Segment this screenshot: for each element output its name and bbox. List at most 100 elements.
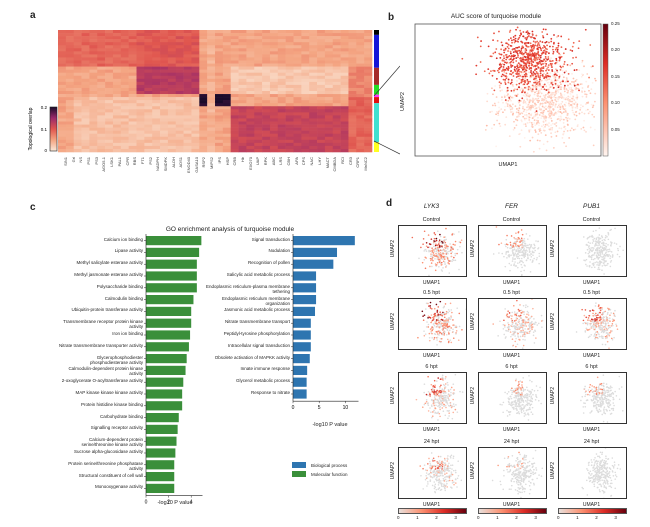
auc-point bbox=[499, 89, 502, 92]
auc-point bbox=[552, 108, 555, 110]
auc-point bbox=[521, 51, 523, 54]
heatmap-cell bbox=[262, 100, 271, 104]
auc-point bbox=[514, 34, 517, 37]
heatmap-cell bbox=[230, 133, 239, 138]
heatmap-cell bbox=[222, 139, 231, 144]
auc-point bbox=[534, 124, 537, 127]
auc-point bbox=[578, 40, 581, 43]
heatmap-cell bbox=[238, 133, 247, 138]
auc-point bbox=[554, 71, 556, 74]
cell-point bbox=[595, 249, 597, 252]
heatmap-cell bbox=[136, 42, 145, 46]
heatmap-cell bbox=[277, 33, 286, 37]
heatmap-cell bbox=[309, 112, 318, 116]
heatmap-cell bbox=[167, 133, 177, 138]
cell-point bbox=[594, 320, 596, 322]
auc-point bbox=[528, 121, 531, 124]
heatmap-cell bbox=[285, 145, 294, 150]
heatmap-cell bbox=[254, 72, 263, 77]
cell-point bbox=[598, 227, 601, 229]
auc-point bbox=[513, 89, 515, 92]
auc-point bbox=[557, 42, 560, 45]
go-bar bbox=[293, 318, 311, 328]
auc-point bbox=[550, 111, 553, 114]
cell-point bbox=[431, 249, 433, 252]
auc-point bbox=[536, 44, 539, 47]
cell-point bbox=[452, 337, 455, 340]
heatmap-cell bbox=[285, 118, 294, 122]
cell-point bbox=[601, 236, 604, 239]
auc-point bbox=[536, 113, 539, 116]
heatmap-cell bbox=[97, 139, 106, 144]
heatmap-cell bbox=[112, 139, 122, 144]
cell-point bbox=[528, 328, 531, 330]
auc-point bbox=[503, 49, 505, 52]
heatmap-cell bbox=[277, 39, 286, 43]
heatmap-cell bbox=[348, 115, 357, 119]
cell-point bbox=[411, 236, 414, 239]
auc-point bbox=[556, 106, 559, 109]
auc-point bbox=[528, 114, 531, 117]
cell-point bbox=[598, 240, 600, 242]
legend-label: Molecular function bbox=[311, 471, 348, 477]
heatmap-cell bbox=[207, 97, 216, 101]
auc-point bbox=[527, 52, 530, 55]
cell-point bbox=[448, 310, 451, 313]
go-bar bbox=[146, 236, 202, 246]
auc-point bbox=[532, 98, 535, 101]
heatmap-cell bbox=[58, 118, 67, 122]
heatmap-cell bbox=[73, 30, 82, 34]
heatmap-cell bbox=[301, 121, 310, 125]
auc-point bbox=[517, 54, 519, 57]
cell-point bbox=[601, 325, 604, 327]
heatmap-cell bbox=[89, 45, 98, 49]
cell-point bbox=[605, 234, 607, 237]
heatmap-cell bbox=[89, 133, 98, 138]
auc-point bbox=[530, 60, 533, 63]
heatmap-cell bbox=[128, 81, 137, 86]
auc-point bbox=[536, 47, 539, 50]
heatmap-cell bbox=[58, 63, 67, 67]
heatmap-cell bbox=[112, 66, 122, 70]
cell-point bbox=[459, 245, 461, 248]
cell-point bbox=[429, 301, 432, 304]
heatmap-cell bbox=[183, 148, 192, 153]
auc-point bbox=[566, 78, 568, 80]
auc-point bbox=[589, 44, 592, 46]
auc-point bbox=[502, 66, 505, 68]
cell-point bbox=[590, 247, 593, 249]
heatmap-cell bbox=[364, 115, 373, 119]
auc-point bbox=[546, 72, 549, 75]
go-term-label: Structural constituent of cell wall bbox=[78, 472, 143, 478]
heatmap-cell bbox=[112, 148, 122, 153]
cell-point bbox=[592, 230, 595, 233]
auc-point bbox=[562, 76, 565, 79]
heatmap-cell bbox=[65, 106, 74, 110]
auc-point bbox=[556, 74, 558, 77]
auc-point bbox=[543, 117, 546, 120]
auc-point bbox=[515, 68, 518, 70]
heatmap-cell bbox=[65, 115, 74, 119]
heatmap-cell bbox=[324, 133, 334, 138]
cell-point bbox=[589, 335, 591, 338]
heatmap-cell bbox=[254, 145, 263, 150]
auc-point bbox=[497, 112, 499, 115]
heatmap-cell bbox=[324, 142, 334, 147]
cell-point bbox=[592, 321, 594, 323]
heatmap-cell bbox=[136, 109, 145, 113]
auc-point bbox=[528, 64, 530, 67]
cell-point bbox=[441, 263, 443, 266]
heatmap-cell bbox=[285, 87, 294, 92]
cell-point bbox=[452, 248, 454, 250]
cell-point bbox=[530, 253, 533, 255]
heatmap-cell bbox=[105, 115, 114, 119]
heatmap-cell bbox=[175, 69, 184, 73]
heatmap-cell bbox=[58, 57, 67, 61]
heatmap-cell bbox=[222, 112, 231, 116]
auc-point bbox=[494, 85, 497, 87]
auc-point bbox=[560, 115, 563, 118]
cell-point bbox=[588, 236, 591, 238]
heatmap-cell bbox=[160, 78, 169, 83]
heatmap-cell bbox=[97, 106, 106, 110]
cell-point bbox=[438, 243, 440, 245]
